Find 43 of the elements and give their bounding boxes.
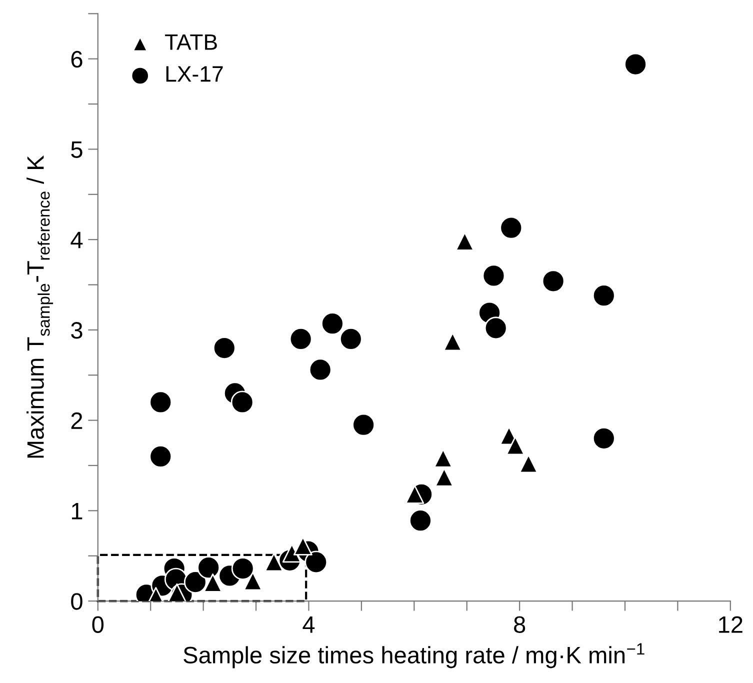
x-axis-title: Sample size times heating rate / mg·K min$^{−1}$ — [184, 643, 644, 668]
point — [230, 390, 254, 414]
point — [243, 572, 262, 591]
x-tick-label: 8 — [514, 616, 526, 633]
y-tick-label: 3 — [71, 322, 82, 339]
point — [231, 557, 254, 580]
point — [149, 390, 172, 414]
point — [212, 336, 236, 360]
y-tick-label: 0 — [71, 593, 82, 610]
point — [149, 445, 172, 468]
point — [592, 426, 616, 450]
x-tick-label: 0 — [92, 616, 104, 633]
legend-label: TATB — [165, 34, 217, 50]
x-tick-label: 12 — [719, 616, 742, 633]
point — [624, 52, 647, 76]
point — [289, 328, 312, 350]
point — [264, 552, 284, 572]
y-tick-label: 6 — [71, 50, 82, 68]
point — [320, 312, 344, 336]
point — [542, 270, 565, 293]
point — [304, 550, 328, 574]
point — [409, 509, 432, 532]
point — [197, 556, 220, 580]
legend-label: LX-17 — [166, 66, 223, 82]
point — [352, 413, 375, 436]
point — [500, 216, 523, 240]
point — [592, 284, 616, 308]
y-tick-label: 1 — [72, 502, 82, 520]
point — [167, 583, 186, 602]
point — [308, 358, 332, 382]
y-axis-title: Maximum Tsample-Treference / K — [26, 155, 54, 458]
point — [203, 573, 222, 592]
point — [405, 484, 424, 504]
y-tick-label: 2 — [71, 412, 82, 429]
point — [482, 264, 506, 288]
y-tick-label: 4 — [70, 232, 83, 248]
point — [184, 570, 207, 594]
point — [506, 436, 525, 456]
point — [484, 316, 508, 340]
y-tick-label: 5 — [71, 142, 82, 158]
point — [339, 328, 362, 350]
point — [282, 544, 302, 563]
x-tick-label: 4 — [302, 616, 315, 633]
